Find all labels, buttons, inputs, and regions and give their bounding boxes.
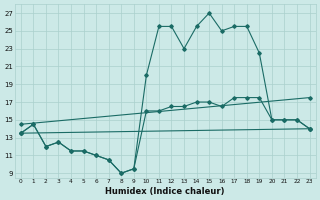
X-axis label: Humidex (Indice chaleur): Humidex (Indice chaleur) [106, 187, 225, 196]
